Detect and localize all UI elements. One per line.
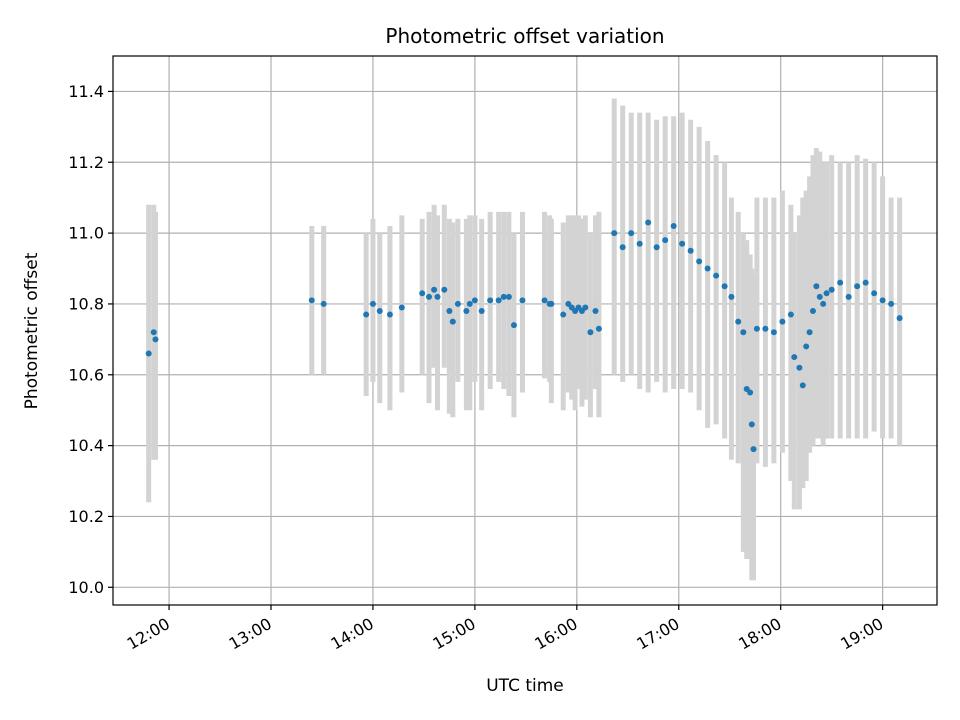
data-point [541, 297, 548, 304]
data-point [398, 304, 405, 311]
data-point [762, 325, 769, 332]
data-point [519, 297, 526, 304]
data-point [828, 286, 835, 293]
y-tick-label: 10.8 [68, 294, 104, 313]
data-point [466, 300, 473, 307]
data-point [713, 272, 720, 279]
chart-title: Photometric offset variation [385, 24, 664, 48]
y-tick-label: 10.6 [68, 365, 104, 384]
data-point [888, 300, 895, 307]
data-point [645, 219, 652, 226]
data-point [809, 308, 816, 315]
data-point [426, 293, 433, 300]
data-point [560, 311, 567, 318]
data-point [862, 279, 869, 286]
data-point [696, 258, 703, 265]
y-axis: 10.0 10.2 10.4 10.6 10.8 11.0 11.2 11.4 [68, 82, 113, 597]
data-point [454, 300, 461, 307]
data-point [679, 240, 686, 247]
data-point [611, 230, 618, 237]
data-point [740, 329, 747, 336]
data-point [879, 297, 886, 304]
data-point [363, 311, 370, 318]
data-point [837, 279, 844, 286]
data-point [595, 325, 602, 332]
data-point [463, 308, 470, 315]
data-point [419, 290, 426, 297]
data-point [728, 293, 735, 300]
data-point [806, 329, 813, 336]
data-point [662, 237, 669, 244]
data-point [747, 389, 754, 396]
data-point [145, 350, 152, 357]
y-tick-label: 10.0 [68, 578, 104, 597]
data-point [628, 230, 635, 237]
data-point [505, 293, 512, 300]
data-point [636, 240, 643, 247]
data-point [896, 315, 903, 322]
data-point [704, 265, 711, 272]
data-point [816, 293, 823, 300]
data-point [500, 293, 507, 300]
data-point [449, 318, 456, 325]
plot-frame [112, 55, 938, 606]
data-point [376, 308, 383, 315]
data-point [845, 293, 852, 300]
data-point [854, 283, 861, 290]
data-point [478, 308, 485, 315]
data-point [687, 247, 694, 254]
data-point [471, 297, 478, 304]
data-point [152, 336, 159, 343]
data-point [750, 446, 757, 453]
data-point [753, 325, 760, 332]
data-point [592, 308, 599, 315]
y-tick-label: 10.2 [68, 507, 104, 526]
y-tick-label: 10.4 [68, 436, 104, 455]
data-point [735, 318, 742, 325]
data-point [670, 223, 677, 230]
data-point [813, 283, 820, 290]
y-tick-label: 11.4 [68, 82, 104, 101]
data-point [803, 343, 810, 350]
data-point [823, 290, 830, 297]
data-point [150, 329, 157, 336]
data-point [721, 283, 728, 290]
data-point [495, 297, 502, 304]
data-point [587, 329, 594, 336]
data-point [582, 304, 589, 311]
data-point [441, 286, 448, 293]
data-points [145, 219, 903, 453]
data-point [487, 297, 494, 304]
x-axis-label: UTC time [486, 676, 564, 696]
y-axis-label: Photometric offset [22, 252, 42, 409]
data-point [386, 311, 393, 318]
data-point [548, 300, 555, 307]
data-point [871, 290, 878, 297]
y-tick-label: 11.0 [68, 224, 104, 243]
data-point [796, 364, 803, 371]
data-point [748, 421, 755, 428]
data-point [653, 244, 660, 251]
data-point [779, 318, 786, 325]
data-point [791, 354, 798, 361]
data-point [320, 300, 327, 307]
data-point [434, 293, 441, 300]
data-point [431, 286, 438, 293]
data-point [510, 322, 517, 329]
data-point [446, 308, 453, 315]
data-point [770, 329, 777, 336]
data-point [799, 382, 806, 389]
y-tick-label: 11.2 [68, 153, 104, 172]
data-point [308, 297, 315, 304]
data-point [787, 311, 794, 318]
data-point [820, 300, 827, 307]
data-point [369, 300, 376, 307]
data-point [619, 244, 626, 251]
